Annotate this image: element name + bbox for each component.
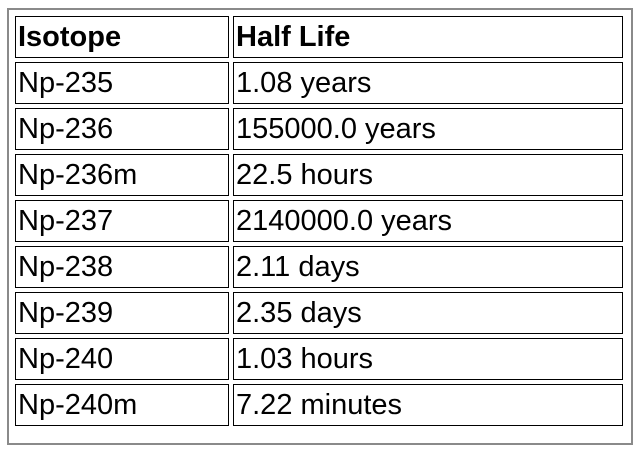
half-life-cell: 155000.0 years [233, 108, 623, 150]
isotope-cell: Np-240m [15, 384, 229, 426]
half-life-cell: 2.35 days [233, 292, 623, 334]
isotope-cell: Np-235 [15, 62, 229, 104]
table-row: Np-236m 22.5 hours [15, 154, 623, 196]
half-life-cell: 1.03 hours [233, 338, 623, 380]
isotope-cell: Np-237 [15, 200, 229, 242]
half-life-cell: 7.22 minutes [233, 384, 623, 426]
isotope-cell: Np-238 [15, 246, 229, 288]
half-life-cell: 2140000.0 years [233, 200, 623, 242]
table-row: Np-238 2.11 days [15, 246, 623, 288]
isotope-half-life-table: Isotope Half Life Np-235 1.08 years Np-2… [11, 12, 627, 430]
table-header-row: Isotope Half Life [15, 16, 623, 58]
isotope-cell: Np-240 [15, 338, 229, 380]
table-row: Np-239 2.35 days [15, 292, 623, 334]
table-row: Np-236 155000.0 years [15, 108, 623, 150]
half-life-cell: 2.11 days [233, 246, 623, 288]
half-life-cell: 1.08 years [233, 62, 623, 104]
header-half-life: Half Life [233, 16, 623, 58]
table-row: Np-240 1.03 hours [15, 338, 623, 380]
half-life-cell: 22.5 hours [233, 154, 623, 196]
table-row: Np-237 2140000.0 years [15, 200, 623, 242]
isotope-cell: Np-236 [15, 108, 229, 150]
table-row: Np-235 1.08 years [15, 62, 623, 104]
table-row: Np-240m 7.22 minutes [15, 384, 623, 426]
isotope-table-frame: Isotope Half Life Np-235 1.08 years Np-2… [7, 8, 633, 445]
isotope-cell: Np-239 [15, 292, 229, 334]
isotope-cell: Np-236m [15, 154, 229, 196]
header-isotope: Isotope [15, 16, 229, 58]
